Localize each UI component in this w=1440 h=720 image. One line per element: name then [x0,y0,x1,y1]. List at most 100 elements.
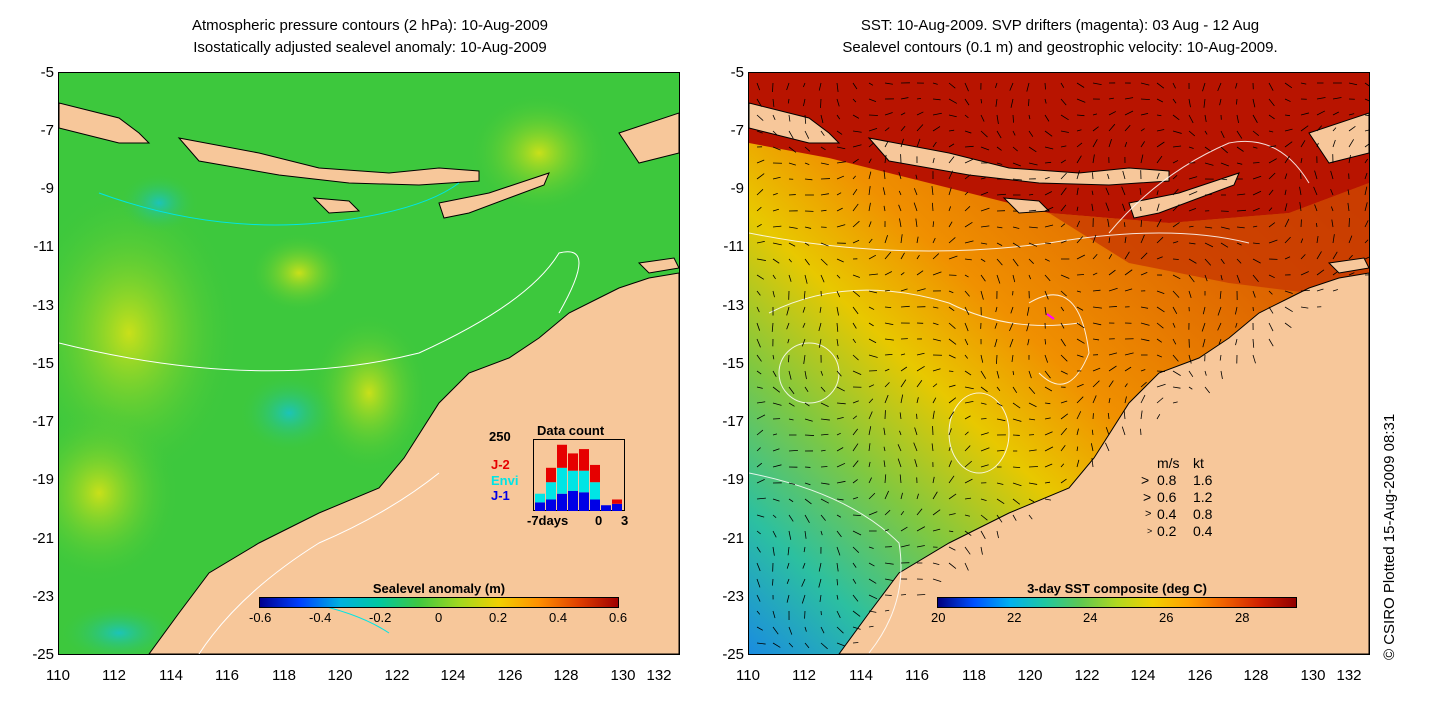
velocity-arrow [1012,418,1022,422]
velocity-arrow [1332,139,1336,148]
velocity-arrow [772,354,775,360]
velocity-arrow [980,514,988,521]
arrow-glyph-icon: > [1145,508,1152,520]
velocity-arrow [788,146,797,153]
velocity-arrow [1140,154,1144,164]
velocity-arrow [898,204,902,212]
australia-land [148,272,679,654]
velocity-arrow [900,272,905,276]
velocity-arrow [1347,189,1350,196]
velocity-arrow [1060,370,1068,375]
left-colorbar-gradient [259,597,619,608]
velocity-arrow [868,127,878,132]
left-map[interactable]: Sealevel anomaly (m) -0.6 -0.4 -0.2 0 0.… [58,72,680,655]
velocity-arrow [836,530,842,538]
velocity-arrow [868,546,874,549]
velocity-arrow [1284,82,1293,89]
velocity-arrow [772,433,778,436]
velocity-arrow [1188,208,1197,212]
velocity-arrow [1092,154,1095,164]
velocity-arrow [1300,254,1306,260]
velocity-arrow [756,447,761,452]
velocity-arrow [1188,146,1194,149]
velocity-arrow [883,446,886,452]
velocity-arrow [1172,222,1180,228]
velocity-arrow [1044,370,1051,379]
velocity-arrow [852,306,859,315]
velocity-arrow [852,274,860,278]
velocity-arrow [1028,146,1037,153]
velocity-arrow [884,154,887,164]
velocity-arrow [1028,386,1036,395]
velocity-arrow [1108,287,1118,292]
velocity-legend-header-ms: m/s [1157,455,1180,471]
velocity-arrow [1012,386,1018,394]
velocity-arrow [772,290,775,298]
svp-drifter-track [1046,313,1055,320]
velocity-arrow [820,130,825,136]
velocity-arrow [852,354,859,361]
velocity-arrow [804,386,809,393]
velocity-arrow [1236,146,1244,152]
velocity-arrow [932,528,941,532]
histogram-bar-j2 [579,449,589,471]
velocity-arrow [772,258,780,264]
velocity-arrow [1140,252,1148,260]
velocity-arrow [852,175,856,180]
velocity-arrow [1314,204,1318,212]
velocity-arrow [820,642,828,650]
velocity-arrow [756,546,761,553]
velocity-arrow [1252,274,1259,283]
velocity-arrow [1348,113,1355,116]
velocity-arrow [931,443,934,452]
velocity-arrow [916,97,922,100]
velocity-arrow [1220,370,1223,380]
velocity-arrow [964,240,974,244]
velocity-arrow [820,370,824,376]
velocity-arrow [1107,173,1110,180]
velocity-arrow [1218,338,1222,345]
right-colorbar: 3-day SST composite (deg C) 20 22 24 26 … [931,581,1297,625]
velocity-arrow [964,478,973,484]
velocity-arrow [836,626,844,634]
velocity-arrow [868,202,871,212]
velocity-arrow [996,226,1003,229]
velocity-arrow [756,414,766,420]
velocity-arrow [897,458,902,468]
velocity-arrow [756,386,763,389]
left-cbar-tick: 0 [435,610,443,625]
velocity-arrow [1076,129,1082,132]
velocity-arrow [1188,258,1197,264]
velocity-arrow [1284,218,1290,228]
velocity-arrow [772,208,779,212]
velocity-arrow [1028,194,1034,196]
velocity-arrow [772,578,774,586]
velocity-arrow [1188,290,1192,298]
velocity-arrow [1204,370,1207,376]
velocity-arrow [820,258,828,266]
velocity-arrow [820,386,826,392]
right-map[interactable]: m/s kt > 0.8 1.6 > 0.6 1.2 > 0.4 0.8 > 0… [748,72,1370,655]
velocity-arrow [868,338,877,344]
left-ytick: -17 [32,413,54,430]
velocity-arrow [1108,254,1113,260]
velocity-arrow [964,145,974,148]
velocity-arrow [1009,338,1014,348]
velocity-arrow [883,170,886,180]
velocity-arrow [1364,172,1368,180]
velocity-arrow [836,480,846,484]
velocity-arrow [756,98,762,107]
velocity-arrow [756,497,766,500]
velocity-arrow [788,626,793,635]
velocity-arrow [1124,124,1131,132]
velocity-arrow [1364,129,1369,132]
velocity-arrow [868,461,871,468]
velocity-arrow [1140,410,1143,420]
velocity-arrow [1172,354,1179,362]
velocity-arrow [852,578,857,584]
velocity-arrow [883,460,886,468]
velocity-arrow [786,562,790,569]
velocity-arrow [1044,146,1054,150]
velocity-arrow [1332,111,1340,116]
velocity-arrow [1348,126,1356,132]
